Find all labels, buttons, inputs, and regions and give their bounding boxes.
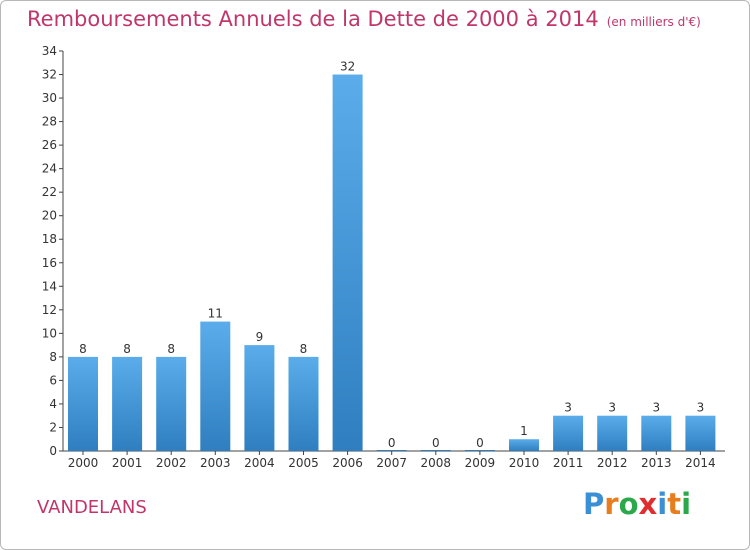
bar [156,356,187,451]
x-tick-label: 2003 [200,456,231,470]
x-tick-label: 2007 [376,456,407,470]
y-tick-label: 6 [49,373,57,387]
logo-letter: i [657,487,668,521]
bar-value-label: 9 [256,330,264,344]
y-tick-label: 14 [42,279,57,293]
x-tick-label: 2000 [68,456,99,470]
bar-value-label: 32 [340,60,355,74]
y-tick-label: 34 [42,44,57,58]
x-tick-label: 2010 [509,456,540,470]
bar [244,345,275,451]
logo-letter: r [604,487,619,521]
x-tick-label: 2011 [553,456,584,470]
x-tick-label: 2012 [597,456,628,470]
y-tick-label: 4 [49,397,57,411]
bar [420,450,451,451]
x-tick-label: 2004 [244,456,275,470]
x-tick-label: 2008 [421,456,452,470]
logo-letter: x [638,487,658,521]
bar [288,356,319,451]
y-tick-label: 22 [42,185,57,199]
bar [509,439,539,451]
logo-letter: o [618,487,639,521]
x-tick-label: 2002 [156,456,187,470]
title-main: Remboursements Annuels de la Dette de 20… [27,7,599,31]
bar [332,74,363,451]
bar [200,321,231,451]
commune-name: VANDELANS [37,497,147,518]
y-tick-label: 2 [49,420,57,434]
logo-letter: t [667,487,682,521]
bar-value-label: 1 [520,424,528,438]
bar-value-label: 8 [167,342,175,356]
bar-value-label: 8 [300,342,308,356]
bar-value-label: 3 [564,401,572,415]
bar [597,415,628,451]
y-tick-label: 18 [42,232,57,246]
bar-value-label: 0 [388,436,396,450]
proxiti-logo: Proxiti [583,487,691,521]
logo-letter: i [681,487,692,521]
y-tick-label: 30 [42,91,57,105]
bar [641,415,672,451]
bar-value-label: 0 [432,436,440,450]
y-tick-label: 20 [42,209,57,223]
bar-value-label: 3 [608,401,616,415]
y-tick-label: 26 [42,138,57,152]
bar-value-label: 11 [208,307,223,321]
bar [685,415,716,451]
y-tick-label: 16 [42,256,57,270]
y-tick-label: 24 [42,162,57,176]
bar [112,356,143,451]
y-tick-label: 28 [42,115,57,129]
bar [464,450,495,451]
y-tick-label: 10 [42,326,57,340]
x-tick-label: 2006 [332,456,363,470]
bar-value-label: 3 [652,401,660,415]
chart-title: Remboursements Annuels de la Dette de 20… [27,7,701,31]
y-tick-label: 32 [42,68,57,82]
bar [68,356,98,451]
title-unit: (en milliers d'€) [606,15,701,29]
y-tick-label: 8 [49,350,57,364]
x-tick-label: 2005 [288,456,319,470]
y-tick-label: 12 [42,303,57,317]
bar [553,415,584,451]
bar [376,450,407,451]
value-labels: 8 8 8 11 9 8 32 0 0 0 1 3 3 3 3 [79,60,704,450]
y-tick-label: 0 [49,444,57,458]
bar-value-label: 8 [123,342,131,356]
x-tick-label: 2009 [465,456,496,470]
x-tick-label: 2013 [641,456,672,470]
bar-value-label: 0 [476,436,484,450]
x-tick-label: 2001 [112,456,143,470]
bar-value-label: 3 [697,401,705,415]
bar-value-label: 8 [79,342,87,356]
bars [68,74,716,451]
logo-letter: P [583,487,605,521]
x-tick-label: 2014 [685,456,716,470]
